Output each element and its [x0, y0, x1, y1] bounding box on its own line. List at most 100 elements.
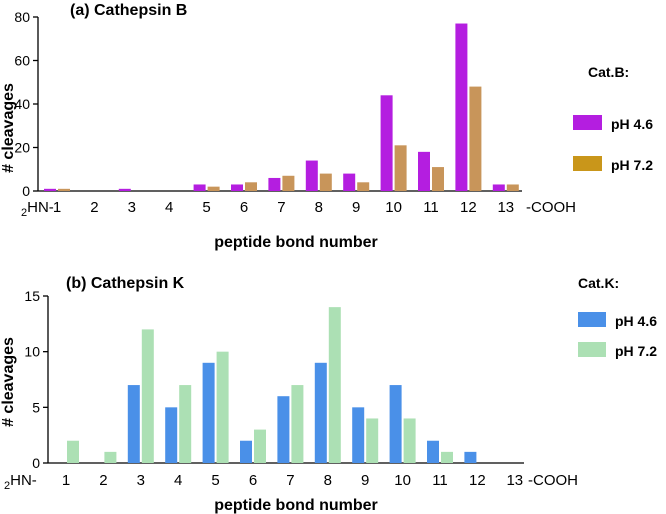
x-tick-label: 9: [352, 199, 360, 216]
bar-cat-k-ph-7-2-bond-7: [291, 385, 304, 463]
x-tick-label: 7: [286, 472, 294, 489]
chart-b-legend: Cat.K: pH 4.6 pH 7.2: [578, 275, 657, 359]
bar-cat-b-ph-7-2-bond-1: [58, 188, 70, 191]
bar-cat-k-ph-7-2-bond-3: [141, 329, 154, 463]
bar-cat-b-ph-4-6-bond-13: [492, 184, 505, 191]
bar-cat-b-ph-4-6-bond-3: [118, 188, 131, 191]
chart-a-n-terminus: 2HN-: [21, 199, 54, 219]
chart-b-y-ticks: 0 5 10 15: [24, 288, 524, 471]
chart-cathepsin-b: (a) Cathepsin B # cleavages peptide bond…: [0, 2, 653, 251]
bar-cat-k-ph-4-6-bond-9: [352, 407, 365, 463]
chart-b-bars: [67, 307, 477, 463]
bar-cat-k-ph-7-2-bond-10: [403, 418, 416, 463]
bar-cat-b-ph-4-6-bond-9: [343, 173, 356, 191]
legend-label-cat-b-ph-4-6: pH 4.6: [611, 116, 653, 132]
x-tick-label: 1: [62, 472, 70, 489]
bar-cat-b-ph-7-2-bond-5: [207, 186, 220, 191]
x-tick-label: 13: [497, 199, 514, 216]
x-tick-label: 10: [394, 472, 411, 489]
legend-label-cat-b-ph-7-2: pH 7.2: [611, 157, 653, 173]
bar-cat-k-ph-7-2-bond-11: [441, 451, 453, 463]
x-tick-label: 11: [423, 199, 439, 216]
x-tick-label: 5: [211, 472, 219, 489]
chart-b-title: (b) Cathepsin K: [66, 275, 185, 292]
chart-a-y-axis-label: # cleavages: [0, 83, 17, 173]
bar-cat-b-ph-4-6-bond-7: [268, 177, 281, 191]
bar-cat-k-ph-4-6-bond-10: [389, 385, 402, 463]
x-tick-label: 5: [202, 199, 210, 216]
y-tick-label: 80: [14, 9, 30, 25]
bar-cat-b-ph-7-2-bond-9: [357, 182, 370, 191]
x-tick-label: 3: [128, 199, 136, 216]
y-tick-label: 20: [14, 140, 30, 156]
y-tick-label: 15: [24, 288, 40, 304]
x-tick-label: 8: [324, 472, 332, 489]
bar-cat-b-ph-4-6-bond-5: [193, 184, 206, 191]
x-tick-label: 2: [99, 472, 107, 489]
bar-cat-k-ph-4-6-bond-12: [464, 451, 477, 463]
legend-label-cat-k-ph-4-6: pH 4.6: [615, 313, 657, 329]
bar-cat-b-ph-4-6-bond-10: [380, 95, 393, 191]
bar-cat-b-ph-4-6-bond-11: [418, 151, 430, 191]
x-tick-label: 7: [277, 199, 285, 216]
bar-cat-k-ph-4-6-bond-3: [127, 385, 140, 463]
bar-cat-k-ph-4-6-bond-7: [277, 396, 290, 463]
legend-swatch-cat-b-ph-4-6: [573, 115, 602, 130]
bar-cat-k-ph-4-6-bond-6: [240, 440, 252, 463]
x-tick-label: 2: [90, 199, 98, 216]
bar-cat-k-ph-7-2-bond-1: [67, 440, 79, 463]
x-tick-label: 4: [174, 472, 182, 489]
chart-a-y-ticks: 0 20 40 60 80: [14, 9, 522, 199]
bar-cat-b-ph-7-2-bond-13: [506, 184, 519, 191]
legend-label-cat-k-ph-7-2: pH 7.2: [615, 343, 657, 359]
chart-a-title: (a) Cathepsin B: [70, 2, 187, 19]
bar-cat-b-ph-4-6-bond-1: [44, 188, 56, 191]
x-tick-label: 9: [361, 472, 369, 489]
legend-swatch-cat-b-ph-7-2: [573, 156, 602, 171]
bar-cat-b-ph-4-6-bond-8: [305, 160, 318, 191]
y-tick-label: 60: [14, 53, 30, 69]
x-tick-label: 1: [53, 199, 61, 216]
chart-a-legend: Cat.B: pH 4.6 pH 7.2: [573, 64, 653, 173]
chart-a-x-axis-label: peptide bond number: [214, 234, 378, 251]
chart-b-n-terminus: 2HN-: [4, 472, 37, 492]
bar-cat-b-ph-4-6-bond-6: [231, 184, 243, 191]
bar-cat-b-ph-7-2-bond-7: [282, 175, 295, 191]
chart-b-y-axis-label: # cleavages: [0, 337, 17, 427]
bar-cat-k-ph-7-2-bond-5: [216, 351, 229, 463]
bar-cat-k-ph-7-2-bond-4: [179, 385, 192, 463]
x-tick-label: 4: [165, 199, 173, 216]
chart-a-x-ticks: 1 2 3 4 5 6 7 8 9 10 11 12 13: [53, 199, 514, 216]
bar-cat-b-ph-7-2-bond-11: [432, 167, 444, 191]
bar-cat-b-ph-7-2-bond-12: [469, 86, 482, 191]
bar-cat-k-ph-7-2-bond-2: [104, 451, 117, 463]
bar-cat-k-ph-4-6-bond-5: [202, 362, 215, 463]
x-tick-label: 12: [460, 199, 477, 216]
x-tick-label: 6: [240, 199, 248, 216]
chart-b-legend-title: Cat.K:: [578, 275, 619, 291]
chart-b-x-axis-label: peptide bond number: [214, 497, 378, 514]
x-tick-label: 6: [249, 472, 257, 489]
chart-b-x-ticks: 1 2 3 4 5 6 7 8 9 10 11 12 13: [62, 472, 523, 489]
chart-b-c-terminus: -COOH: [528, 472, 578, 489]
bar-cat-k-ph-7-2-bond-8: [328, 307, 341, 463]
x-tick-label: 10: [385, 199, 402, 216]
bar-cat-b-ph-7-2-bond-8: [319, 173, 332, 191]
x-tick-label: 3: [137, 472, 145, 489]
bar-cat-k-ph-4-6-bond-8: [314, 362, 327, 463]
y-tick-label: 40: [14, 96, 30, 112]
y-tick-label: 0: [32, 455, 40, 471]
legend-swatch-cat-k-ph-4-6: [578, 312, 606, 327]
bar-cat-k-ph-7-2-bond-6: [254, 429, 266, 463]
chart-a-bars: [44, 23, 519, 192]
chart-a-legend-title: Cat.B:: [588, 64, 629, 80]
chart-cathepsin-k: (b) Cathepsin K # cleavages peptide bond…: [0, 275, 657, 514]
x-tick-label: 13: [506, 472, 523, 489]
y-tick-label: 5: [32, 399, 40, 415]
bar-cat-b-ph-4-6-bond-12: [455, 23, 468, 192]
bar-cat-b-ph-7-2-bond-6: [245, 182, 257, 191]
bar-cat-k-ph-4-6-bond-4: [165, 407, 178, 463]
y-tick-label: 0: [22, 183, 30, 199]
bar-cat-k-ph-7-2-bond-9: [366, 418, 379, 463]
